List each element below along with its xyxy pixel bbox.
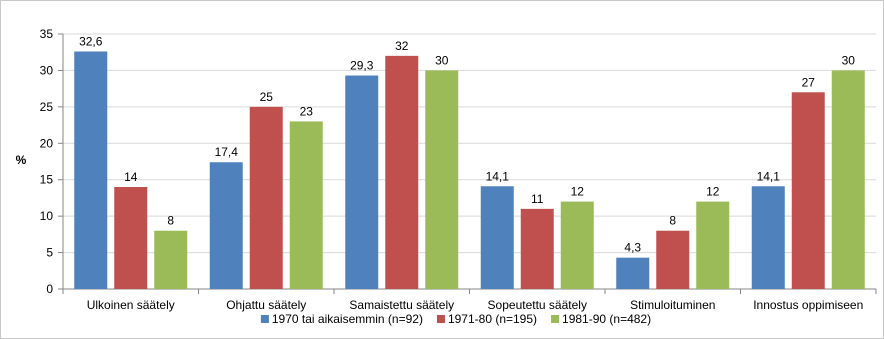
data-label: 25	[260, 90, 274, 104]
data-label: 23	[300, 104, 314, 118]
bar	[345, 75, 379, 290]
category-label: Ulkoinen säätely	[87, 298, 175, 312]
data-label: 27	[802, 75, 816, 89]
bar	[831, 70, 865, 289]
data-label: 30	[435, 53, 449, 67]
data-label: 8	[669, 214, 676, 228]
bar	[154, 230, 188, 289]
y-tick-label: 10	[40, 209, 54, 223]
data-label: 17,4	[215, 145, 239, 159]
data-label: 29,3	[350, 59, 374, 73]
y-tick-label: 0	[46, 282, 53, 296]
y-tick-label: 15	[40, 173, 54, 187]
y-tick-label: 30	[40, 63, 54, 77]
data-label: 32,6	[79, 34, 103, 48]
bar	[425, 70, 459, 289]
bar	[560, 201, 594, 289]
data-label: 14,1	[757, 169, 781, 183]
legend-item: 1971-80 (n=195)	[436, 312, 537, 326]
legend-swatch	[551, 315, 560, 323]
data-label: 4,3	[624, 241, 641, 255]
data-label: 14,1	[486, 169, 510, 183]
legend-item: 1970 tai aikaisemmin (n=92)	[260, 312, 423, 326]
legend-label: 1970 tai aikaisemmin (n=92)	[272, 312, 423, 326]
data-label: 30	[842, 53, 856, 67]
category-label: Sopeutettu säätely	[488, 298, 587, 312]
category-label: Innostus oppimiseen	[753, 298, 863, 312]
y-tick-label: 20	[40, 136, 54, 150]
y-tick-label: 25	[40, 100, 54, 114]
legend-label: 1971-80 (n=195)	[448, 312, 537, 326]
bar	[289, 121, 323, 289]
bar	[249, 106, 283, 289]
bar	[616, 257, 650, 289]
bar	[751, 186, 785, 289]
bar	[74, 51, 108, 289]
category-label: Ohjattu säätely	[226, 298, 306, 312]
bar	[480, 186, 514, 289]
category-label: Samaistettu säätely	[349, 298, 454, 312]
legend-item: 1981-90 (n=482)	[551, 312, 651, 326]
legend-swatch	[260, 315, 269, 323]
bar	[209, 162, 243, 289]
data-label: 32	[395, 39, 409, 53]
bar	[696, 201, 730, 289]
data-label: 14	[124, 170, 138, 184]
y-axis-label: %	[16, 153, 27, 167]
category-label: Stimuloituminen	[630, 298, 715, 312]
legend-label: 1981-90 (n=482)	[562, 312, 651, 326]
data-label: 12	[571, 185, 585, 199]
bar	[791, 92, 825, 290]
data-labels: 32,6 14 8 17,4 25 23 29,3 32 30 14,1 11 12 4,3 8 12 14,…	[79, 34, 855, 254]
data-label: 12	[706, 185, 720, 199]
data-label: 11	[531, 192, 544, 206]
bar	[656, 230, 690, 289]
legend-swatch	[436, 315, 445, 323]
y-tick-label: 5	[46, 246, 53, 260]
bar	[520, 208, 554, 289]
data-label: 8	[167, 214, 174, 228]
y-tick-label: 35	[40, 27, 54, 41]
legend: 1970 tai aikaisemmin (n=92) 1971-80 (n=19…	[260, 312, 651, 326]
bars	[74, 51, 865, 290]
bar	[114, 187, 148, 289]
bar	[385, 55, 419, 289]
axes: 0 5 10 15 20 25 30 35 Ulkoinen säätely Ohjattu sä…	[40, 27, 877, 312]
